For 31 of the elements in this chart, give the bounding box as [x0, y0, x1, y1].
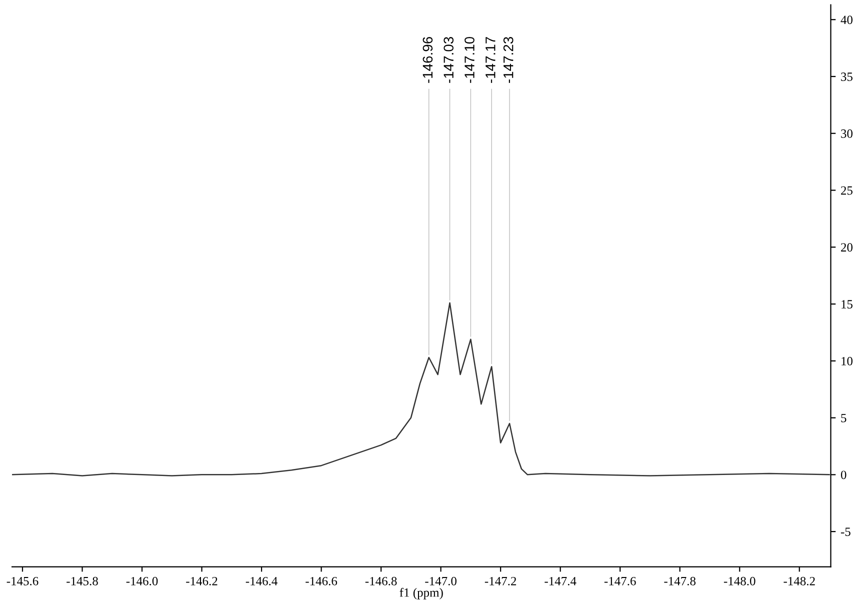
x-tick-label: -147.0: [425, 576, 456, 586]
x-tick-label: -148.0: [724, 576, 756, 586]
y-tick-label: 5: [841, 414, 846, 422]
x-tick-label: -147.8: [664, 576, 696, 586]
annotation: -147.17: [486, 37, 496, 83]
x-axis-title: f1 (ppm): [400, 588, 443, 600]
annotation: -147.03: [444, 37, 454, 83]
y-tick-label: 10: [842, 356, 853, 366]
x-tick-label: -145.6: [6, 576, 38, 586]
y-tick-label: 35: [841, 72, 852, 81]
x-tick-label: -147.6: [604, 576, 636, 586]
y-tick-label: 40: [840, 16, 853, 24]
y-tick-label: 30: [841, 129, 853, 138]
y-tick-label: -5: [840, 528, 850, 536]
x-tick-label: -146.4: [246, 576, 278, 586]
annotation: -146.96: [422, 37, 433, 83]
x-tick-label: -148.2: [784, 576, 815, 586]
x-tick-label: -146.0: [126, 576, 158, 586]
annotation: -147.10: [464, 36, 474, 83]
annotation: -147.23: [503, 37, 514, 83]
x-tick-label: -146.8: [365, 576, 397, 586]
line-series: [12, 302, 830, 476]
y-tick-label: 20: [841, 243, 853, 252]
x-tick-label: -147.4: [544, 576, 576, 586]
y-tick-label: 15: [842, 300, 852, 308]
x-tick-label: -146.2: [186, 576, 218, 586]
x-tick-label: -146.6: [306, 576, 338, 586]
y-tick-label: 25: [841, 186, 852, 195]
y-tick-label: 0: [840, 470, 846, 480]
x-tick-label: -145.8: [66, 576, 98, 586]
x-tick-label: -147.2: [484, 576, 516, 586]
